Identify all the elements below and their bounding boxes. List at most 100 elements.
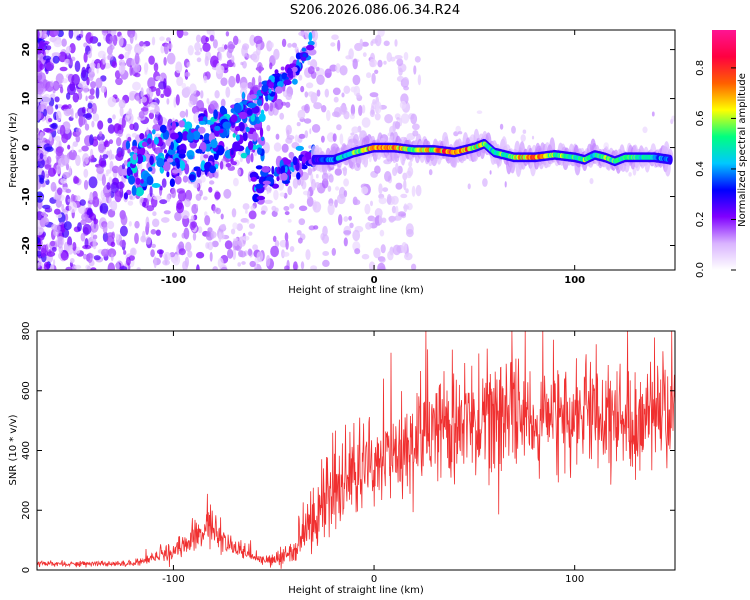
spectrogram-cluster-blob (203, 133, 211, 142)
spectrogram-noise-blob (288, 151, 295, 159)
spectrogram-noise-blob (55, 104, 59, 110)
spectrogram-noise-blob (47, 167, 56, 177)
spectrogram-noise-blob (123, 250, 127, 255)
spectrogram-noise-blob (332, 111, 340, 118)
spectrogram-noise-blob (298, 218, 306, 226)
spectrogram-noise-blob (60, 154, 70, 166)
spectrogram-noise-blob (387, 250, 394, 261)
spectrogram-noise-blob (129, 123, 135, 130)
spectrogram-noise-blob (83, 168, 89, 178)
spectrogram-noise-blob (112, 114, 116, 120)
spectrogram-noise-blob (83, 179, 89, 190)
spectrogram-noise-blob (44, 146, 54, 152)
spectrogram-noise-blob (110, 253, 114, 262)
spectrogram-noise-blob (60, 178, 67, 184)
spectrogram-noise-blob (37, 127, 40, 133)
spectrogram-cluster-blob (141, 141, 148, 148)
spectrogram-noise-blob (381, 217, 387, 224)
spectrogram-noise-blob (185, 108, 189, 118)
spectrogram-noise-blob (51, 223, 57, 231)
spectrogram-noise-blob (369, 109, 375, 118)
spectrogram-noise-blob (187, 45, 194, 56)
spectrogram-noise-blob (95, 77, 103, 89)
spectrogram-noise-blob (83, 214, 90, 218)
spectrogram-noise-blob (110, 241, 116, 248)
spectrogram-noise-blob (217, 47, 226, 52)
spectrogram-noise-blob (175, 61, 183, 74)
spectrogram-noise-blob (140, 87, 144, 98)
spectrogram-noise-blob (304, 30, 310, 40)
spectrogram-noise-blob (121, 116, 126, 128)
spectrogram-noise-blob (66, 92, 71, 100)
spectrogram-cluster-blob (171, 169, 180, 174)
spectrogram-noise-blob (164, 85, 172, 97)
colorbar-gradient (712, 30, 736, 270)
spectrogram-cluster-blob (147, 138, 152, 145)
spectrogram-noise-blob (246, 54, 252, 59)
spectrogram-branch-blob (250, 176, 257, 182)
spectrogram-noise-blob (171, 232, 177, 238)
spectrogram-noise-blob (146, 87, 152, 94)
spectrogram-noise-blob (395, 162, 399, 174)
spectrogram-noise-blob (400, 193, 408, 199)
spectrogram-noise-blob (333, 96, 339, 103)
spectrogram-noise-blob (188, 100, 194, 108)
spectrogram-noise-blob (101, 174, 106, 186)
spectrogram-noise-blob (248, 223, 256, 229)
spectrogram-noise-blob (292, 178, 299, 189)
spectrogram-branch-blob (210, 139, 218, 149)
spectrogram-noise-blob (73, 175, 78, 184)
spectrogram-branch-blob (261, 166, 271, 173)
spectrogram-noise-blob (305, 82, 314, 89)
spectrogram-noise-blob (196, 251, 205, 259)
spectrogram-noise-blob (57, 187, 63, 196)
spectrogram-noise-blob (341, 167, 348, 171)
spectrogram-noise-blob (417, 74, 422, 86)
spectrogram-noise-blob (85, 112, 92, 120)
spectrogram-noise-blob (284, 232, 289, 242)
spectrogram-noise-blob (50, 181, 57, 192)
spectrogram-noise-blob (176, 202, 184, 214)
spectrogram-noise-blob (181, 232, 186, 239)
spectrogram-cluster-blob (171, 161, 177, 166)
spectrogram-noise-blob (199, 189, 203, 197)
spectrogram-noise-blob (37, 30, 40, 39)
colorbar-tick-label: 0.4 (695, 161, 706, 177)
spectrogram-cluster-blob (231, 161, 237, 166)
spectrogram-branch-blob (257, 99, 262, 106)
spectrogram-branch-blob (274, 69, 279, 75)
snr-ytick-label: 800 (21, 321, 32, 340)
spectrogram-noise-blob (341, 92, 345, 98)
spectrogram-noise-blob (102, 223, 108, 234)
spectrogram-xtick-label: -100 (161, 275, 186, 286)
spectrogram-noise-blob (37, 82, 44, 95)
spectrogram-noise-blob (196, 204, 198, 209)
spectrogram-noise-blob (206, 230, 210, 238)
spectrogram-noise-blob (87, 252, 93, 263)
spectrogram-noise-blob (209, 34, 215, 42)
spectrogram-cluster-blob (250, 113, 255, 122)
spectrogram-noise-blob (266, 124, 271, 132)
spectrogram-noise-blob (270, 245, 279, 258)
spectrogram-noise-blob (211, 240, 219, 248)
spectrogram-branch-blob (256, 195, 266, 201)
spectrogram-noise-blob (240, 218, 249, 223)
spectrogram-noise-blob (520, 134, 526, 142)
spectrogram-noise-blob (294, 134, 299, 143)
spectrogram-noise-blob (339, 65, 348, 76)
spectrogram-cluster-blob (258, 113, 266, 122)
spectrogram-noise-blob (237, 168, 241, 176)
spectrogram-noise-blob (115, 233, 120, 241)
spectrogram-noise-blob (269, 42, 274, 49)
spectrogram-noise-blob (49, 263, 55, 270)
spectrogram-noise-blob (283, 206, 290, 211)
spectrogram-noise-blob (246, 219, 250, 224)
spectrogram-noise-blob (132, 81, 141, 91)
spectrogram-noise-blob (374, 69, 379, 75)
spectrogram-noise-blob (91, 120, 95, 128)
spectrogram-noise-blob (45, 150, 48, 156)
spectrogram-noise-blob (214, 191, 221, 200)
spectrogram-noise-blob (119, 225, 128, 237)
spectrogram-noise-blob (189, 83, 197, 96)
spectrogram-noise-blob (147, 77, 156, 89)
